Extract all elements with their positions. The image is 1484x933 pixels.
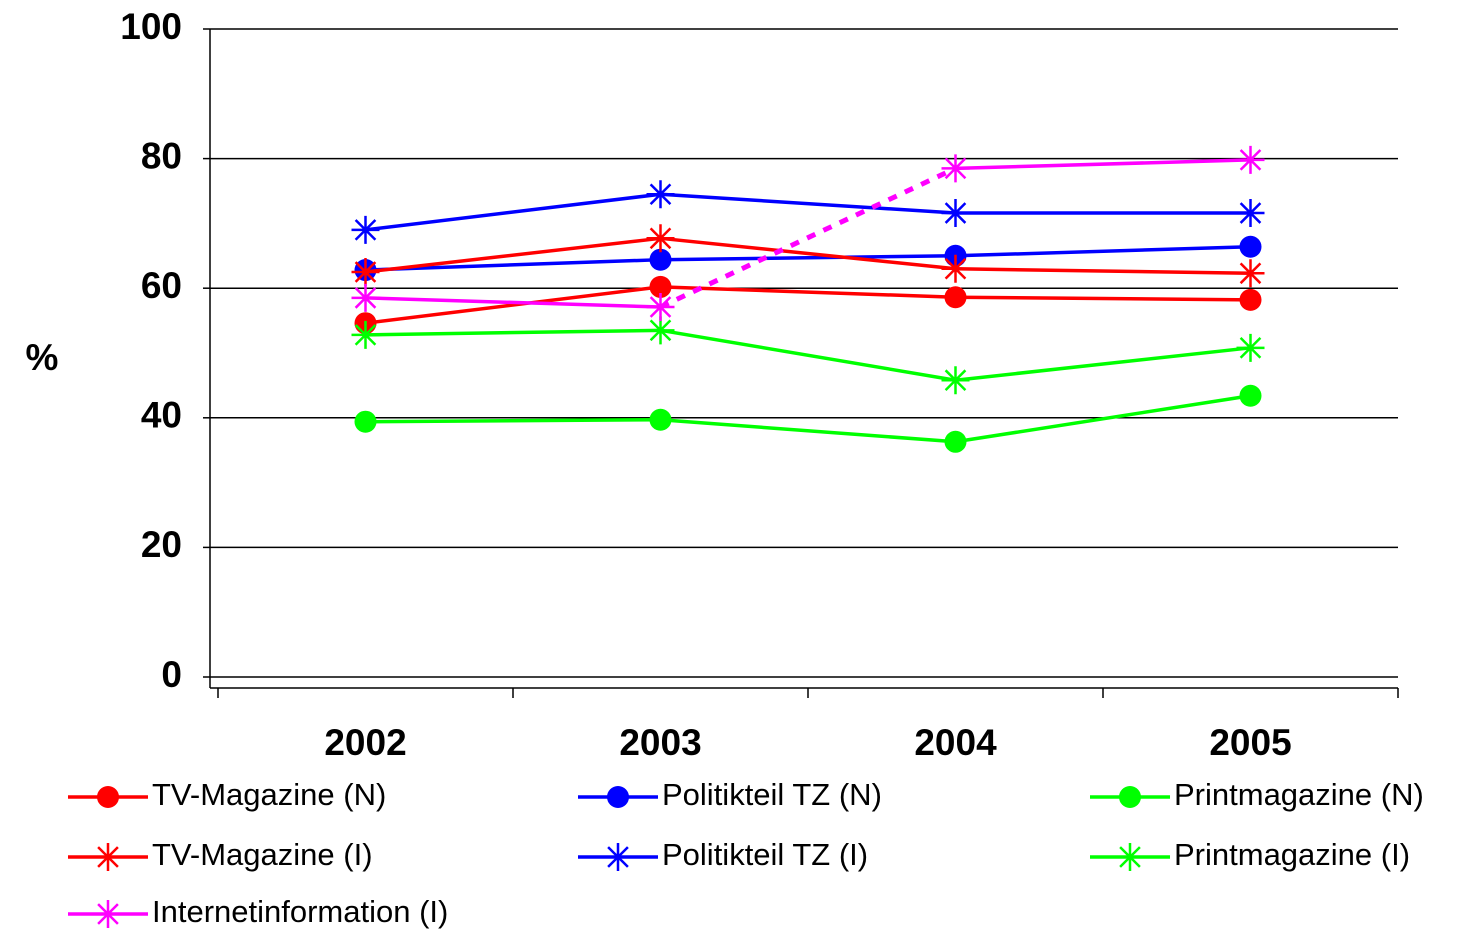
legend-item: Politikteil TZ (N) xyxy=(578,777,882,812)
series-line-segment xyxy=(365,285,661,325)
series-line-segment xyxy=(659,166,957,310)
legend-item: Printmagazine (N) xyxy=(1090,777,1424,812)
series-line-segment xyxy=(955,295,1251,302)
marker xyxy=(97,786,119,808)
marker xyxy=(1116,843,1144,871)
marker xyxy=(1236,199,1265,228)
series-line-segment xyxy=(660,328,956,382)
legend-label: TV-Magazine (I) xyxy=(152,837,373,872)
legend-label: Printmagazine (I) xyxy=(1174,837,1410,872)
marker xyxy=(1239,384,1262,407)
series-line-segment xyxy=(365,417,661,424)
marker xyxy=(944,286,967,309)
marker xyxy=(646,180,675,209)
legend-label: Printmagazine (N) xyxy=(1174,777,1424,812)
series-line-segment xyxy=(955,267,1251,276)
series-line-segment xyxy=(955,394,1251,444)
legend-label: Politikteil TZ (I) xyxy=(662,837,868,872)
legend-item: TV-Magazine (I) xyxy=(68,837,373,872)
x-tick-label: 2005 xyxy=(1209,722,1291,763)
marker xyxy=(1236,145,1265,174)
marker xyxy=(649,248,672,271)
x-tick-label: 2003 xyxy=(619,722,701,763)
legend-label: Politikteil TZ (N) xyxy=(662,777,882,812)
series-line-segment xyxy=(660,192,956,215)
marker xyxy=(941,254,970,283)
marker xyxy=(646,316,675,345)
legend-item: TV-Magazine (N) xyxy=(68,777,386,812)
marker xyxy=(646,292,675,321)
marker xyxy=(607,786,629,808)
marker xyxy=(944,430,967,453)
marker xyxy=(351,320,380,349)
series-line-segment xyxy=(365,257,661,272)
marker xyxy=(941,154,970,183)
series-line-segment xyxy=(660,236,956,271)
y-tick-label: 60 xyxy=(141,265,182,306)
series-line-segment xyxy=(365,296,661,309)
y-tick-label: 100 xyxy=(120,6,182,47)
series-line-segment xyxy=(365,328,661,337)
series-line-segment xyxy=(660,417,956,444)
marker xyxy=(1239,235,1262,258)
x-tick-label: 2004 xyxy=(914,722,997,763)
marker xyxy=(1119,786,1141,808)
series-line-segment xyxy=(955,244,1251,258)
y-tick-label: 20 xyxy=(141,524,182,565)
marker xyxy=(351,258,380,286)
marker xyxy=(649,275,672,298)
series-line-segment xyxy=(365,236,661,274)
legend-item: Internetinformation (I) xyxy=(68,894,448,929)
marker xyxy=(604,843,632,871)
marker xyxy=(1236,333,1265,362)
legend-label: Internetinformation (I) xyxy=(152,894,448,929)
marker xyxy=(354,410,377,433)
y-axis-label: % xyxy=(26,337,59,378)
y-tick-label: 0 xyxy=(161,654,182,695)
legend-item: Printmagazine (I) xyxy=(1090,837,1410,872)
legend-label: TV-Magazine (N) xyxy=(152,777,386,812)
y-tick-label: 80 xyxy=(141,135,182,176)
marker xyxy=(1236,259,1265,288)
marker xyxy=(941,366,970,395)
series-line-segment xyxy=(955,346,1251,382)
x-tick-label: 2002 xyxy=(324,722,406,763)
y-tick-label: 40 xyxy=(141,395,182,436)
marker xyxy=(94,900,122,928)
marker xyxy=(351,283,380,312)
series-line-segment xyxy=(660,285,956,300)
marker xyxy=(941,199,970,228)
marker xyxy=(649,408,672,431)
marker xyxy=(646,224,675,253)
series-line-segment xyxy=(365,192,661,232)
marker xyxy=(1239,288,1262,311)
series-line-segment xyxy=(955,158,1251,171)
marker xyxy=(351,215,380,244)
series-line-segment xyxy=(660,254,956,262)
marker xyxy=(94,843,122,871)
legend-item: Politikteil TZ (I) xyxy=(578,837,868,872)
